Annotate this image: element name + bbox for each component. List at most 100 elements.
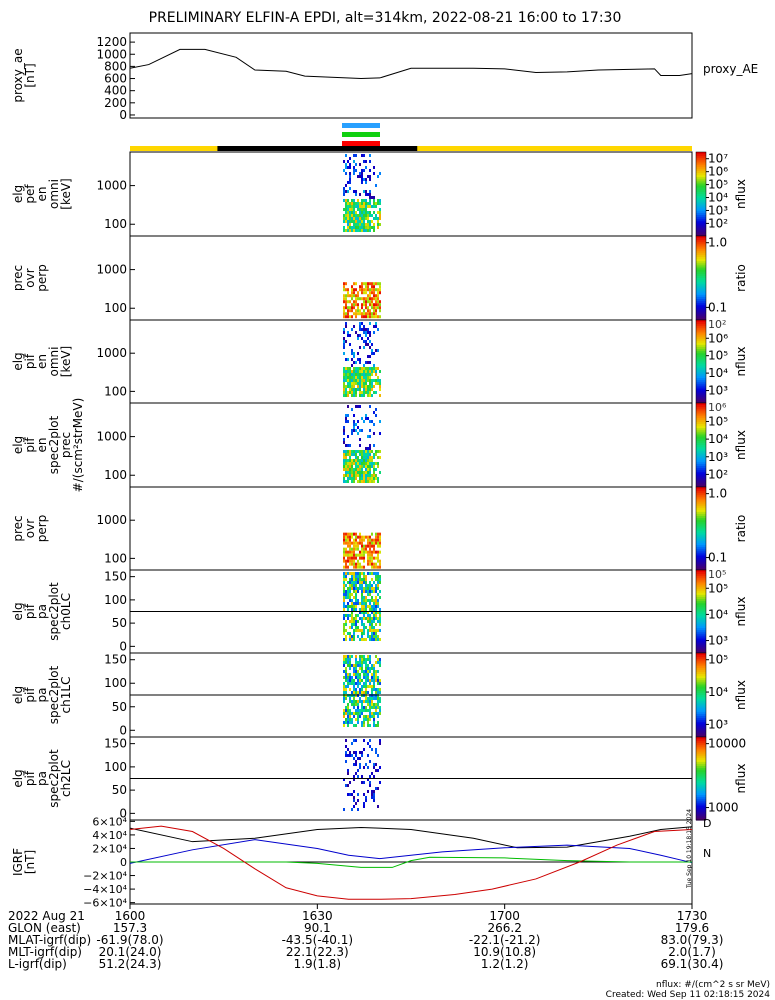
spectrogram-cell <box>351 584 353 587</box>
spectrogram-cell <box>359 655 361 658</box>
spectrogram-cell <box>343 388 345 391</box>
spectrogram-cell <box>343 169 345 172</box>
colorbar-segment <box>696 526 706 530</box>
colorbar-segment <box>696 755 706 759</box>
colorbar-segment <box>696 690 706 694</box>
spectrogram-cell <box>373 306 375 310</box>
spectrogram-panel-1: 1000100elgpefenomni[keV]10⁷10⁶10⁵10⁴10³1… <box>11 151 748 237</box>
spectrogram-cell <box>357 664 359 667</box>
spectrogram-cell <box>355 300 357 304</box>
spectrogram-cell <box>371 196 373 199</box>
spectrogram-cell <box>357 306 359 310</box>
spectrogram-cell <box>373 385 375 388</box>
spectrogram-cell <box>369 453 371 456</box>
spectrogram-cell <box>365 288 367 292</box>
spectrogram-cell <box>349 214 351 217</box>
spectrogram-cell <box>363 309 365 313</box>
spectrogram-cell <box>359 553 361 557</box>
spectrogram-cell <box>377 670 379 673</box>
spectrogram-cell <box>377 688 379 691</box>
spectrogram-cell <box>377 578 379 581</box>
spectrogram-cell <box>355 700 357 703</box>
spectrogram-cell <box>363 805 365 808</box>
spectrogram-cell <box>359 581 361 584</box>
colorbar-tick-label: 10⁵ <box>708 653 728 667</box>
colorbar-segment <box>696 263 706 266</box>
colorbar-segment <box>696 417 706 421</box>
spectrogram-cell <box>353 462 355 465</box>
colorbar-segment <box>696 359 706 363</box>
spectrogram-cell <box>345 163 347 166</box>
time-axis-value: -61.9(78.0) <box>96 933 163 947</box>
spectrogram-cell <box>379 688 381 691</box>
spectrogram-cell <box>353 541 355 545</box>
spectrogram-cell <box>349 385 351 388</box>
colorbar-segment <box>696 688 706 692</box>
colorbar-segment <box>696 309 706 313</box>
spectrogram-cell <box>363 556 365 560</box>
spectrogram-cell <box>375 312 377 316</box>
y-axis-label: pif <box>23 437 37 453</box>
spectrogram-cell <box>349 614 351 617</box>
spectrogram-cell <box>365 468 367 471</box>
spectrogram-cell <box>351 373 353 376</box>
spectrogram-cell <box>377 724 379 727</box>
spectrogram-cell <box>371 578 373 581</box>
colorbar-segment <box>696 805 706 809</box>
spectrogram-cell <box>373 468 375 471</box>
spectrogram-cell <box>369 715 371 718</box>
spectrogram-cell <box>343 553 345 557</box>
spectrogram-cell <box>353 623 355 626</box>
colorbar-tick-label: 10² <box>708 467 728 481</box>
spectrogram-cell <box>359 532 361 536</box>
spectrogram-cell <box>355 614 357 617</box>
spectrogram-cell <box>369 638 371 641</box>
spectrogram-cell <box>347 709 349 712</box>
created-note: Created: Wed Sep 11 02:18:15 2024 <box>606 990 771 1000</box>
spectrogram-cell <box>355 584 357 587</box>
y-axis-label: ovr <box>23 268 37 287</box>
spectrogram-cell <box>357 620 359 623</box>
spectrogram-cell <box>365 626 367 629</box>
colorbar-segment <box>696 749 706 753</box>
spectrogram-cell <box>355 661 357 664</box>
spectrogram-cell <box>353 388 355 391</box>
spectrogram-cell <box>373 667 375 670</box>
spectrogram-cell <box>369 718 371 721</box>
colorbar-tick-label: 10² <box>708 318 726 331</box>
colorbar-segment <box>696 252 706 256</box>
spectrogram-cell <box>373 474 375 477</box>
spectrogram-cell <box>351 208 353 211</box>
spectrogram-cell <box>367 394 369 397</box>
spectrogram-cell <box>363 364 365 367</box>
spectrogram-cell <box>353 370 355 373</box>
spectrogram-cell <box>353 670 355 673</box>
spectrogram-cell <box>347 190 349 193</box>
spectrogram-cell <box>371 638 373 641</box>
spectrogram-cell <box>377 584 379 587</box>
colorbar-segment <box>696 613 706 617</box>
spectrogram-cell <box>369 154 371 157</box>
colorbar-segment <box>696 320 706 323</box>
spectrogram-cell <box>343 385 345 388</box>
spectrogram-cell <box>373 462 375 465</box>
spectrogram-cell <box>377 315 379 319</box>
y-axis-label: omni <box>47 179 61 209</box>
spectrogram-cell <box>365 685 367 688</box>
colorbar-segment <box>696 403 706 406</box>
time-axis-value: -43.5(-40.1) <box>282 933 353 947</box>
spectrogram-cell <box>347 223 349 226</box>
colorbar-segment <box>696 505 706 509</box>
spectrogram-cell <box>367 562 369 566</box>
y-axis-label: perp <box>35 515 49 543</box>
spectrogram-cell <box>357 480 359 483</box>
spectrogram-cell <box>359 712 361 715</box>
spectrogram-cell <box>357 547 359 551</box>
spectrogram-cell <box>349 468 351 471</box>
spectrogram-cell <box>349 584 351 587</box>
spectrogram-cell <box>371 367 373 370</box>
colorbar-segment <box>696 265 706 269</box>
spectrogram-cell <box>379 614 381 617</box>
spectrogram-cell <box>363 587 365 590</box>
spectrogram-cell <box>373 364 375 367</box>
